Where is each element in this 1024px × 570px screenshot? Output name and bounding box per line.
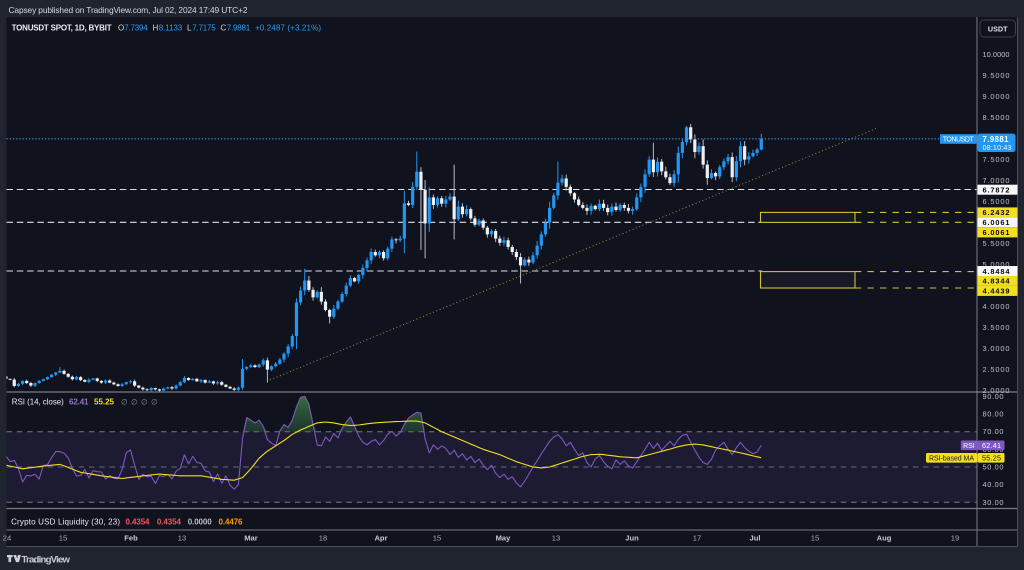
svg-text:C: C xyxy=(221,24,227,33)
svg-text:Crypto USD Liquidity (30, 23): Crypto USD Liquidity (30, 23) xyxy=(11,518,120,527)
svg-text:18: 18 xyxy=(319,533,327,542)
svg-text:0.4354: 0.4354 xyxy=(157,518,182,527)
svg-text:9.0000: 9.0000 xyxy=(983,92,1010,101)
svg-text:40.00: 40.00 xyxy=(983,480,1004,489)
svg-text:55.25: 55.25 xyxy=(94,398,115,407)
svg-text:3.5000: 3.5000 xyxy=(983,323,1010,332)
svg-text:13: 13 xyxy=(552,533,560,542)
svg-text:08:10:43: 08:10:43 xyxy=(983,143,1012,152)
svg-text:RSI-based MA: RSI-based MA xyxy=(929,455,974,462)
svg-text:4.4439: 4.4439 xyxy=(983,287,1010,296)
svg-text:0.4354: 0.4354 xyxy=(126,518,151,527)
svg-text:2.0000: 2.0000 xyxy=(983,386,1010,395)
svg-text:2.5000: 2.5000 xyxy=(983,365,1010,374)
svg-text:10.0000: 10.0000 xyxy=(983,50,1010,59)
svg-text:15: 15 xyxy=(433,533,441,542)
svg-text:7.5000: 7.5000 xyxy=(983,155,1010,164)
svg-text:May: May xyxy=(496,533,512,542)
svg-text:7.0000: 7.0000 xyxy=(983,176,1010,185)
svg-text:6.0061: 6.0061 xyxy=(983,228,1010,237)
svg-text:Mar: Mar xyxy=(244,533,258,542)
svg-text:Jul: Jul xyxy=(750,533,761,542)
svg-text:7.7394: 7.7394 xyxy=(124,24,148,33)
svg-text:+0.2487 (+3.21%): +0.2487 (+3.21%) xyxy=(255,24,321,33)
svg-text:RSI: RSI xyxy=(963,443,975,450)
svg-text:13: 13 xyxy=(178,533,186,542)
svg-text:0.4476: 0.4476 xyxy=(219,518,244,527)
svg-text:6.2432: 6.2432 xyxy=(983,208,1010,217)
svg-text:Feb: Feb xyxy=(124,533,138,542)
svg-text:Capsey published on TradingVie: Capsey published on TradingView.com, Jul… xyxy=(9,5,248,15)
svg-text:24: 24 xyxy=(3,533,11,542)
svg-text:62.41: 62.41 xyxy=(982,441,1001,450)
svg-text:3.0000: 3.0000 xyxy=(983,344,1010,353)
svg-text:30.00: 30.00 xyxy=(983,498,1004,507)
svg-text:∅: ∅ xyxy=(141,398,148,407)
svg-text:4.0000: 4.0000 xyxy=(983,302,1010,311)
svg-text:9.5000: 9.5000 xyxy=(983,71,1010,80)
svg-text:4.8484: 4.8484 xyxy=(983,267,1011,276)
svg-text:62.41: 62.41 xyxy=(69,398,89,407)
svg-text:8.1133: 8.1133 xyxy=(159,24,183,33)
svg-text:80.00: 80.00 xyxy=(983,410,1004,419)
svg-text:∅: ∅ xyxy=(151,398,158,407)
svg-text:∅: ∅ xyxy=(121,398,128,407)
svg-text:7.7175: 7.7175 xyxy=(192,24,216,33)
svg-text:Jun: Jun xyxy=(625,533,639,542)
svg-text:17: 17 xyxy=(693,533,701,542)
svg-text:0.0000: 0.0000 xyxy=(188,518,213,527)
svg-text:7.9881: 7.9881 xyxy=(227,24,251,33)
svg-text:8.5000: 8.5000 xyxy=(983,113,1010,122)
svg-text:4.8344: 4.8344 xyxy=(983,277,1011,286)
svg-text:∅: ∅ xyxy=(131,398,138,407)
svg-text:Apr: Apr xyxy=(374,533,387,542)
svg-text:6.0061: 6.0061 xyxy=(983,218,1010,227)
svg-text:O: O xyxy=(118,24,124,33)
svg-text:15: 15 xyxy=(59,533,67,542)
svg-text:19: 19 xyxy=(951,533,959,542)
svg-text:5.0000: 5.0000 xyxy=(983,260,1010,269)
svg-text:5.5000: 5.5000 xyxy=(983,239,1010,248)
svg-text:TONUSDT: TONUSDT xyxy=(943,137,975,144)
svg-text:USDT: USDT xyxy=(988,24,1008,33)
svg-text:TradingView: TradingView xyxy=(22,554,71,565)
svg-text:6.7872: 6.7872 xyxy=(983,186,1010,195)
svg-text:Aug: Aug xyxy=(877,533,892,542)
svg-text:15: 15 xyxy=(811,533,819,542)
svg-text:RSI (14, close): RSI (14, close) xyxy=(12,398,64,407)
svg-text:70.00: 70.00 xyxy=(983,427,1004,436)
svg-text:90.00: 90.00 xyxy=(983,392,1004,401)
svg-text:TONUSDT SPOT, 1D, BYBIT: TONUSDT SPOT, 1D, BYBIT xyxy=(12,24,112,33)
svg-text:7.9881: 7.9881 xyxy=(983,135,1010,144)
svg-text:6.5000: 6.5000 xyxy=(983,197,1010,206)
svg-text:55.25: 55.25 xyxy=(982,453,1001,462)
svg-text:H: H xyxy=(153,24,159,33)
svg-text:L: L xyxy=(187,24,192,33)
svg-text:50.00: 50.00 xyxy=(983,463,1004,472)
